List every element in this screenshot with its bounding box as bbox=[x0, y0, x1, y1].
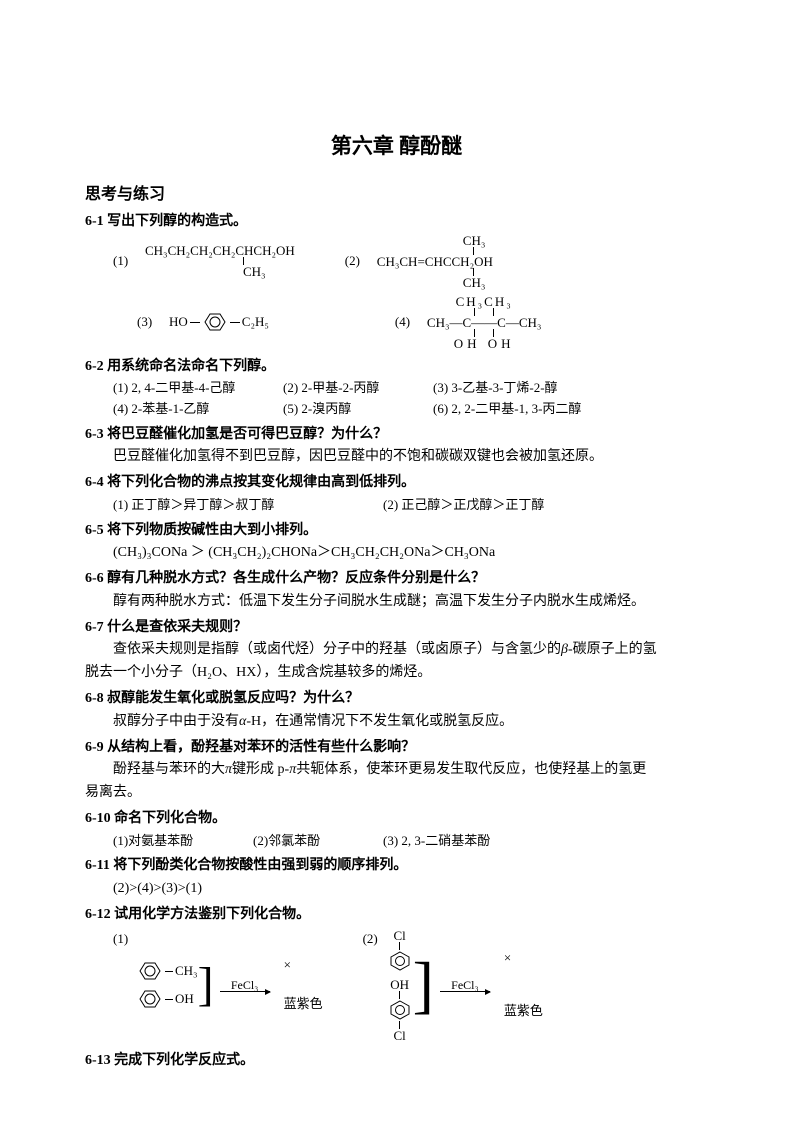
q6-2-line1: (1) 2, 4-二甲基-4-己醇 (2) 2-甲基-2-丙醇 (3) 3-乙基… bbox=[85, 378, 708, 399]
q6-12-1-ch3: CH₃ bbox=[175, 961, 198, 982]
q6-10-1: (1)对氨基苯酚 bbox=[113, 831, 243, 852]
q6-8-ans: 叔醇分子中由于没有α-H，在通常情况下不发生氧化或脱氢反应。 bbox=[85, 711, 708, 733]
bracket-icon: ] bbox=[198, 961, 214, 1009]
reagent-arrow: FeCl₃ bbox=[220, 979, 270, 992]
q6-10-3: (3) 2, 3-二硝基苯酚 bbox=[383, 831, 490, 852]
q6-3-head: 6-3 将巴豆醛催化加氢是否可得巴豆醇？为什么？ bbox=[85, 424, 708, 446]
q6-7-head: 6-7 什么是查依采夫规则？ bbox=[85, 617, 708, 639]
q6-11-ans: (2)>(4)>(3)>(1) bbox=[85, 878, 708, 900]
q6-4-line: (1) 正丁醇＞异丁醇＞叔丁醇 (2) 正己醇＞正戊醇＞正丁醇 bbox=[85, 495, 708, 516]
q6-1-f2-low: CH₃ bbox=[463, 276, 486, 289]
q6-7-ans2: 脱去一个小分子（H₂O、HX），生成含烷基较多的烯烃。 bbox=[85, 662, 708, 684]
q6-4-head: 6-4 将下列化合物的沸点按其变化规律由高到低排列。 bbox=[85, 472, 708, 494]
q6-10-line: (1)对氨基苯酚 (2)邻氯苯酚 (3) 2, 3-二硝基苯酚 bbox=[85, 831, 708, 852]
q6-12-2-oh: OH bbox=[390, 978, 409, 991]
q6-2-6: (6) 2, 2-二甲基-1, 3-丙二醇 bbox=[433, 399, 581, 420]
q6-12-n2: (2) bbox=[363, 929, 387, 950]
q6-10-head: 6-10 命名下列化合物。 bbox=[85, 808, 708, 830]
q6-2-1: (1) 2, 4-二甲基-4-己醇 bbox=[113, 378, 273, 399]
q6-12-r-yes2: 蓝紫色 bbox=[504, 1001, 543, 1022]
q6-4-1: (1) 正丁醇＞异丁醇＞叔丁醇 bbox=[113, 495, 373, 516]
q6-8-head: 6-8 叔醇能发生氧化或脱氢反应吗？为什么？ bbox=[85, 688, 708, 710]
q6-6-ans: 醇有两种脱水方式：低温下发生分子间脱水生成醚；高温下发生分子内脱水生成烯烃。 bbox=[85, 591, 708, 613]
q6-1-head: 6-1 写出下列醇的构造式。 bbox=[85, 211, 708, 233]
q6-2-3: (3) 3-乙基-3-丁烯-2-醇 bbox=[433, 378, 558, 399]
q6-9-head: 6-9 从结构上看，酚羟基对苯环的活性有些什么影响？ bbox=[85, 737, 708, 759]
q6-1-f3-right: C₂H₅ bbox=[242, 315, 269, 329]
q6-7-ans1: 查依采夫规则是指醇（或卤代烃）分子中的羟基（或卤原子）与含氢少的β-碳原子上的氢 bbox=[85, 639, 708, 661]
q6-9-ans2: 易离去。 bbox=[85, 782, 708, 804]
q6-1-f4-main: CH₃—C——C—CH₃ bbox=[427, 316, 542, 329]
q6-2-5: (5) 2-溴丙醇 bbox=[283, 399, 423, 420]
q6-12-reagent: FeCl₃ bbox=[231, 979, 259, 991]
q6-1-n3: (3) bbox=[137, 312, 161, 333]
q6-9-ans1: 酚羟基与苯环的大π键形成 p-π共轭体系，使苯环更易发生取代反应，也使羟基上的氢… bbox=[85, 759, 708, 781]
q6-13-head: 6-13 完成下列化学反应式。 bbox=[85, 1050, 708, 1072]
q6-10-2: (2)邻氯苯酚 bbox=[253, 831, 373, 852]
q6-12-body: (1) CH₃ OH ] FeCl₃ × 蓝紫色 bbox=[85, 929, 708, 1042]
q6-1-f2-top: CH₃ bbox=[463, 234, 486, 247]
q6-1-n1: (1) bbox=[113, 251, 137, 272]
q6-1-f1-main: CH₃CH₂CH₂CH₂CHCH₂OH bbox=[145, 244, 295, 257]
q6-3-ans: 巴豆醛催化加氢得不到巴豆醇，因巴豆醛中的不饱和碳碳双键也会被加氢还原。 bbox=[85, 446, 708, 468]
q6-12-2-cl-top: Cl bbox=[393, 929, 405, 942]
q6-2-line2: (4) 2-苯基-1-乙醇 (5) 2-溴丙醇 (6) 2, 2-二甲基-1, … bbox=[85, 399, 708, 420]
q6-1-f1-low: CH₃ bbox=[243, 265, 266, 278]
q6-1-f4-low: OH OH bbox=[454, 337, 515, 350]
q6-1-f2-main: CH₃CH=CHCCH₂OH bbox=[377, 255, 493, 268]
q6-1-n4: (4) bbox=[395, 312, 419, 333]
q6-1-f3-left: HO bbox=[169, 315, 188, 329]
q6-12-r-no: × bbox=[284, 955, 323, 976]
q6-5-ans: (CH₃)₃CONa ＞ (CH₃CH₂)₂CHONa＞CH₃CH₂CH₂ONa… bbox=[85, 542, 708, 564]
q6-11-head: 6-11 将下列酚类化合物按酸性由强到弱的顺序排列。 bbox=[85, 855, 708, 877]
q6-2-head: 6-2 用系统命名法命名下列醇。 bbox=[85, 356, 708, 378]
q6-5-head: 6-5 将下列物质按碱性由大到小排列。 bbox=[85, 520, 708, 542]
q6-6-head: 6-6 醇有几种脱水方式？各生成什么产物？反应条件分别是什么？ bbox=[85, 568, 708, 590]
q6-1-row2: (3) HO C₂H₅ (4) CH₃CH₃ CH₃—C——C—CH₃ OH O… bbox=[85, 295, 708, 350]
q6-12-n1: (1) bbox=[113, 929, 137, 950]
chapter-title: 第六章 醇酚醚 bbox=[85, 130, 708, 164]
q6-12-r-yes: 蓝紫色 bbox=[284, 994, 323, 1015]
q6-1-f4-top: CH₃CH₃ bbox=[456, 295, 513, 308]
q6-12-1-oh: OH bbox=[175, 989, 194, 1010]
reagent-arrow: FeCl₃ bbox=[440, 979, 490, 992]
q6-12-2-cl-bot: Cl bbox=[393, 1029, 405, 1042]
benzene-icon bbox=[137, 988, 163, 1010]
bracket-icon: ] bbox=[413, 953, 434, 1017]
q6-2-4: (4) 2-苯基-1-乙醇 bbox=[113, 399, 273, 420]
q6-12-r-no2: × bbox=[504, 948, 543, 969]
benzene-icon bbox=[387, 950, 413, 972]
benzene-icon bbox=[137, 960, 163, 982]
q6-2-2: (2) 2-甲基-2-丙醇 bbox=[283, 378, 423, 399]
q6-12-reagent2: FeCl₃ bbox=[451, 979, 479, 991]
q6-4-2: (2) 正己醇＞正戊醇＞正丁醇 bbox=[383, 495, 544, 516]
q6-12-head: 6-12 试用化学方法鉴别下列化合物。 bbox=[85, 904, 708, 926]
section-title: 思考与练习 bbox=[85, 182, 708, 208]
benzene-icon bbox=[387, 999, 413, 1021]
benzene-icon bbox=[202, 311, 228, 333]
q6-1-n2: (2) bbox=[345, 251, 369, 272]
q6-1-row1: (1) CH₃CH₂CH₂CH₂CHCH₂OH CH₃ (2) CH₃ CH₃C… bbox=[85, 234, 708, 289]
